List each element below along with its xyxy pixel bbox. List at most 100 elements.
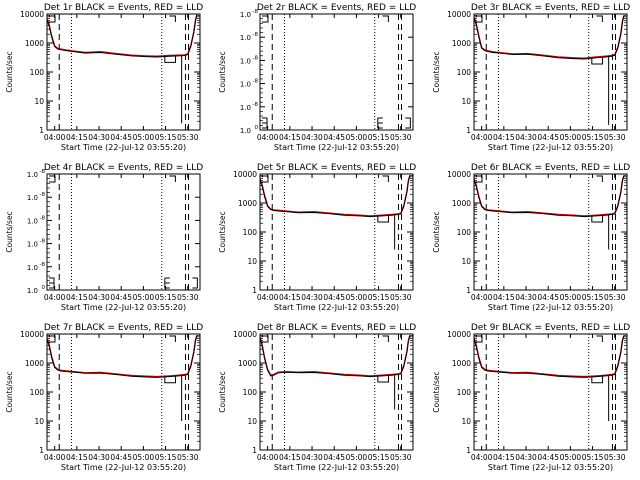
x-tick-label: 04:45 — [323, 133, 345, 142]
bracket-mark — [382, 175, 389, 182]
y-tick-label: 1.0 — [27, 171, 38, 179]
x-tick-label: 04:00 — [471, 133, 493, 142]
empty-marker — [49, 277, 55, 289]
bracket-mark — [49, 335, 56, 343]
bracket-mark — [49, 175, 56, 183]
empty-marker — [262, 117, 268, 129]
plot-title: Det 9r BLACK = Events, RED = LLD — [471, 323, 630, 333]
y-tick-label: 10 — [247, 417, 257, 426]
x-axis-label: Start Time (22-Jul-12 03:55:20) — [488, 463, 613, 472]
y-axis-label: Counts/sec — [218, 371, 227, 412]
y-tick-label: 1.0 — [240, 81, 251, 89]
y-tick-label: 10000 — [20, 10, 44, 19]
y-tick-label: 1.0 — [240, 127, 251, 135]
y-tick-exponent: -8 — [253, 55, 259, 61]
x-tick-label: 05:00 — [346, 293, 368, 302]
x-tick-label: 04:00 — [44, 133, 66, 142]
x-tick-label: 04:00 — [471, 453, 493, 462]
y-tick-label: 100 — [457, 228, 472, 237]
x-tick-label: 05:15 — [582, 133, 604, 142]
y-tick-label: 10000 — [447, 330, 471, 339]
x-tick-label: 04:00 — [44, 453, 66, 462]
y-tick-exponent: 0 — [42, 285, 46, 291]
series-line-events — [46, 335, 198, 378]
x-tick-label: 04:30 — [88, 293, 110, 302]
plot-frame — [259, 173, 414, 291]
plot-title: Det 2r BLACK = Events, RED = LLD — [257, 3, 416, 13]
y-tick-label: 100 — [30, 68, 45, 77]
y-tick-label: 10000 — [447, 170, 471, 179]
y-tick-label: 1.0 — [27, 241, 38, 249]
x-tick-label: 05:30 — [390, 133, 412, 142]
plot-title: Det 8r BLACK = Events, RED = LLD — [257, 323, 416, 333]
x-tick-label: 05:00 — [346, 133, 368, 142]
plot-title: Det 1r BLACK = Events, RED = LLD — [44, 3, 203, 13]
plot-title: Det 5r BLACK = Events, RED = LLD — [257, 163, 416, 173]
y-tick-label: 100 — [243, 228, 258, 237]
events-gap — [591, 57, 604, 65]
bracket-mark — [596, 15, 603, 22]
y-tick-label: 10000 — [447, 10, 471, 19]
bracket-mark — [169, 335, 176, 342]
plot-title: Det 6r BLACK = Events, RED = LLD — [471, 163, 630, 173]
y-tick-label: 1 — [39, 126, 44, 135]
x-tick-label: 05:30 — [390, 453, 412, 462]
plot-frame — [46, 13, 201, 131]
bracket-mark — [49, 15, 56, 23]
plot-frame — [473, 333, 628, 451]
y-tick-label: 10000 — [233, 330, 257, 339]
y-tick-label: 1 — [466, 126, 471, 135]
bracket-mark — [596, 175, 603, 182]
y-axis-label: Counts/sec — [5, 51, 14, 92]
y-axis-label: Counts/sec — [5, 211, 14, 252]
events-gap — [164, 376, 177, 384]
plot-frame — [473, 13, 628, 131]
plot-frame — [473, 173, 628, 291]
y-tick-exponent: -8 — [40, 192, 46, 198]
y-axis-label: Counts/sec — [218, 51, 227, 92]
y-tick-label: 1.0 — [240, 104, 251, 112]
x-axis-label: Start Time (22-Jul-12 03:55:20) — [61, 143, 186, 152]
series-line-events — [259, 175, 411, 218]
x-tick-label: 05:15 — [368, 133, 390, 142]
x-tick-label: 05:15 — [368, 453, 390, 462]
y-tick-label: 1.0 — [27, 287, 38, 295]
x-axis-label: Start Time (22-Jul-12 03:55:20) — [61, 463, 186, 472]
y-tick-label: 10000 — [20, 330, 44, 339]
x-tick-label: 04:45 — [110, 133, 132, 142]
y-tick-label: 100 — [30, 388, 45, 397]
y-tick-label: 1 — [466, 446, 471, 455]
y-tick-label: 100 — [457, 388, 472, 397]
series-line-lld — [473, 175, 625, 217]
bracket-mark — [262, 175, 269, 183]
x-axis-label: Start Time (22-Jul-12 03:55:20) — [488, 143, 613, 152]
y-tick-label: 10 — [247, 257, 257, 266]
plot-frame — [259, 333, 414, 451]
x-tick-label: 05:00 — [133, 133, 155, 142]
y-tick-label: 1 — [252, 286, 257, 295]
y-tick-label: 1 — [466, 286, 471, 295]
x-tick-label: 05:15 — [582, 293, 604, 302]
x-tick-label: 04:15 — [66, 293, 88, 302]
y-tick-label: 1000 — [452, 199, 471, 208]
series-line-events — [473, 15, 625, 60]
plot-title: Det 7r BLACK = Events, RED = LLD — [44, 323, 203, 333]
x-tick-label: 04:00 — [257, 453, 279, 462]
x-tick-label: 05:30 — [604, 293, 626, 302]
x-tick-label: 04:15 — [493, 293, 515, 302]
y-tick-label: 10 — [461, 257, 471, 266]
y-tick-exponent: -8 — [40, 239, 46, 245]
series-line-lld — [259, 335, 411, 377]
x-tick-label: 05:15 — [582, 453, 604, 462]
x-tick-label: 04:30 — [515, 453, 537, 462]
y-tick-label: 1000 — [238, 199, 257, 208]
x-tick-label: 04:00 — [257, 293, 279, 302]
y-axis-label: Counts/sec — [432, 51, 441, 92]
x-tick-label: 04:15 — [279, 293, 301, 302]
x-tick-label: 04:45 — [110, 453, 132, 462]
x-tick-label: 05:00 — [346, 453, 368, 462]
empty-marker — [377, 117, 383, 129]
series-line-events — [46, 15, 198, 58]
y-tick-exponent: -8 — [253, 102, 259, 108]
